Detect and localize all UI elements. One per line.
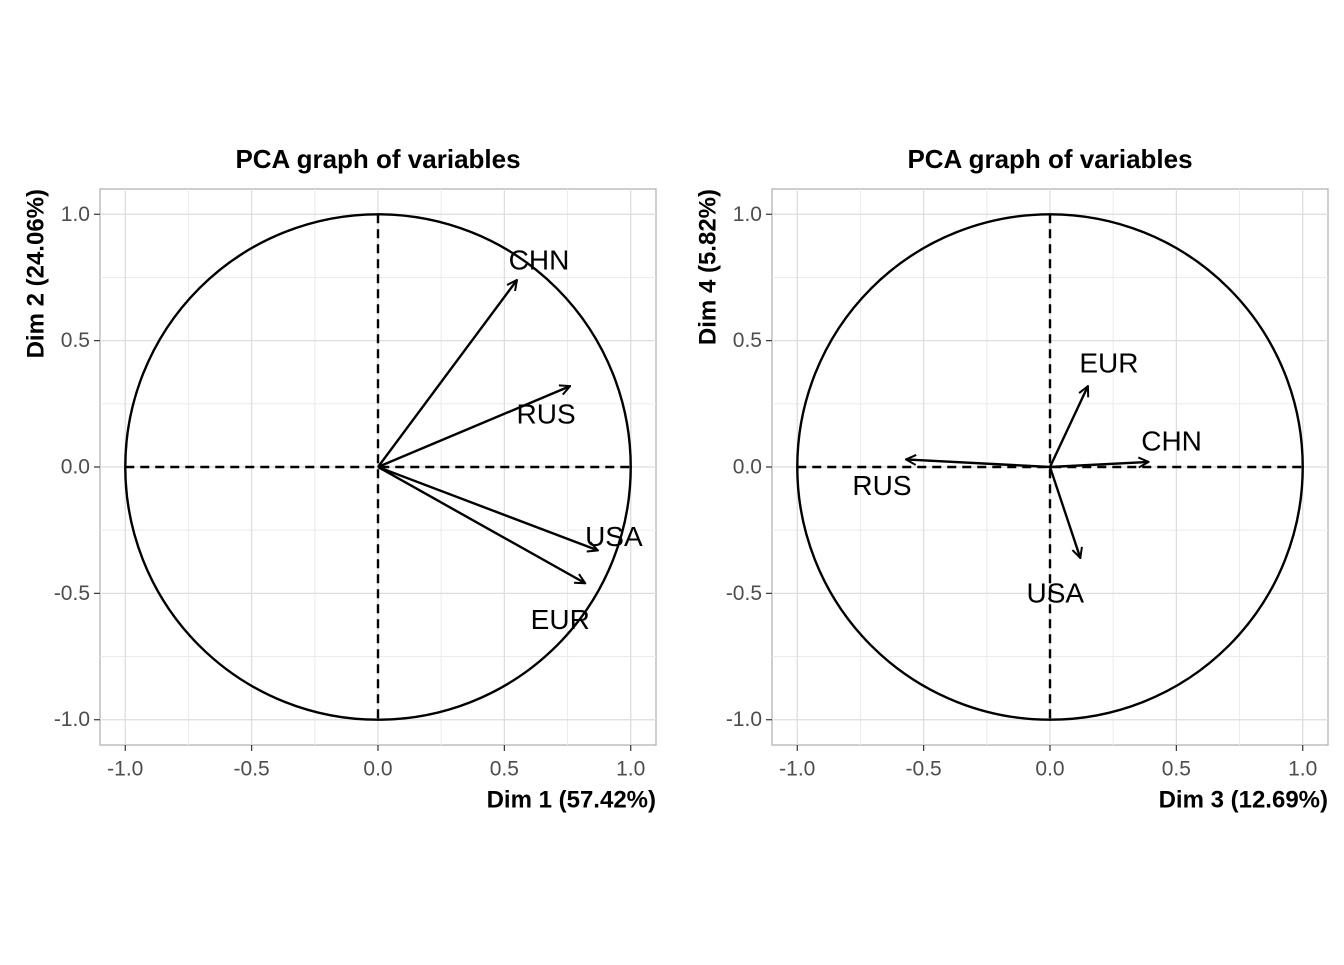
y-axis-title: Dim 4 (5.82%)	[695, 189, 722, 345]
y-tick-label: 0.5	[733, 329, 762, 352]
variable-arrow-eur	[377, 465, 585, 583]
x-tick-label: -0.5	[234, 758, 270, 781]
x-tick-label: 0.0	[363, 758, 392, 781]
y-tick-label: 1.0	[733, 203, 762, 226]
x-tick-label: 1.0	[1288, 758, 1317, 781]
y-tick-label: 1.0	[61, 203, 90, 226]
variable-label-eur: EUR	[531, 604, 590, 635]
y-tick-label: 0.0	[61, 456, 90, 479]
x-tick-label: -0.5	[906, 758, 942, 781]
x-tick-label: -1.0	[779, 758, 815, 781]
y-axis-title: Dim 2 (24.06%)	[23, 189, 50, 358]
variable-label-chn: CHN	[1141, 425, 1202, 456]
variable-label-rus: RUS	[517, 399, 576, 430]
variable-arrow-rus	[377, 386, 570, 469]
x-tick-label: 0.0	[1035, 758, 1064, 781]
variable-arrow-chn	[377, 280, 517, 468]
x-tick-label: -1.0	[107, 758, 143, 781]
y-tick-label: -0.5	[726, 582, 762, 605]
x-axis-title: Dim 1 (57.42%)	[487, 787, 656, 814]
x-tick-label: 1.0	[616, 758, 645, 781]
x-tick-label: 0.5	[1162, 758, 1191, 781]
variable-arrow-usa	[1048, 466, 1080, 558]
y-tick-label: 0.5	[61, 329, 90, 352]
y-tick-label: -0.5	[54, 582, 90, 605]
pca-panel-dim3-dim4: EUR CHN RUS USA -1.0 -0.5 0.0 0.5 1.0 -1.0 -0.5 0.0…	[695, 144, 1329, 814]
chart-title: PCA graph of variables	[235, 144, 520, 174]
variable-arrow-eur	[1048, 386, 1088, 468]
y-tick-label: -1.0	[726, 708, 762, 731]
x-tick-label: 0.5	[490, 758, 519, 781]
y-tick-label: -1.0	[54, 708, 90, 731]
variable-arrow-usa	[377, 465, 598, 550]
x-axis-title: Dim 3 (12.69%)	[1159, 787, 1328, 814]
chart-title: PCA graph of variables	[907, 144, 1192, 174]
variable-label-chn: CHN	[509, 244, 570, 275]
variable-label-usa: USA	[585, 521, 643, 552]
variable-arrow-rus	[906, 459, 1051, 469]
variable-label-rus: RUS	[852, 470, 911, 501]
pca-panel-dim1-dim2: CHN RUS USA EUR -1.0 -0.5 0.0 0.5 1.0 -1.0 -0.5 0.0…	[23, 144, 657, 814]
variable-arrow-chn	[1049, 462, 1149, 467]
y-tick-label: 0.0	[733, 456, 762, 479]
variable-label-usa: USA	[1027, 577, 1085, 608]
variable-label-eur: EUR	[1079, 348, 1138, 379]
